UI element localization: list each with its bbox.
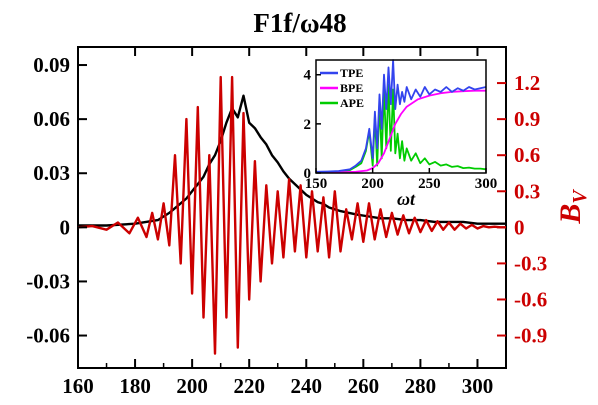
right-tick-label: 1.2 <box>514 71 540 95</box>
legend-label-bpe: BPE <box>340 81 363 95</box>
inset-x-tick-label: 300 <box>475 176 498 192</box>
x-tick-label: 260 <box>348 374 380 398</box>
right-tick-label: -0.9 <box>514 324 547 348</box>
main-series-group <box>77 75 506 355</box>
inset-series-line-bpe <box>315 89 486 174</box>
bottom-axis-ticks: 160 180 200 220 240 260 280 300 <box>62 47 493 398</box>
legend-label-tpe: TPE <box>340 66 363 80</box>
inset-x-ticks: 150 200 250 300 <box>305 168 498 192</box>
right-axis-label: BV <box>554 189 591 225</box>
right-tick-label: 0 <box>514 215 525 239</box>
main-plot: 0.09 0.06 0.03 0 -0.03 -0.06 1.2 0.9 0.6 0.3 0 -0.… <box>26 46 591 398</box>
x-tick-label: 160 <box>62 374 94 398</box>
inset-x-tick-label: 150 <box>305 176 328 192</box>
right-axis-label-main: B <box>554 204 587 225</box>
x-tick-label: 240 <box>291 374 323 398</box>
right-tick-label: 0.3 <box>514 179 540 203</box>
right-tick-label: 0.9 <box>514 107 540 131</box>
inset-x-label: ωt <box>397 189 416 209</box>
inset-x-tick-label: 200 <box>361 176 384 192</box>
chart-title: F1f/ω48 <box>253 8 346 38</box>
inset-y-tick-label: 2 <box>304 117 312 133</box>
inset-series-group <box>315 59 487 174</box>
left-tick-label: 0.06 <box>33 107 70 131</box>
svg-text:BV: BV <box>554 189 591 225</box>
left-tick-label: -0.06 <box>26 324 70 348</box>
x-tick-label: 300 <box>462 374 494 398</box>
x-tick-label: 280 <box>405 374 437 398</box>
x-tick-label: 220 <box>233 374 265 398</box>
x-tick-label: 200 <box>176 374 208 398</box>
x-tick-label: 180 <box>119 374 151 398</box>
inset-frame <box>315 59 487 174</box>
inset-series-line-tpe <box>315 59 487 173</box>
inset-y-tick-label: 0 <box>304 166 312 182</box>
right-axis-label-sub: V <box>569 189 591 204</box>
inset-x-tick-label: 250 <box>418 176 441 192</box>
right-tick-label: -0.6 <box>514 287 547 311</box>
left-tick-label: 0.03 <box>33 161 70 185</box>
left-tick-label: 0 <box>60 215 71 239</box>
legend-label-ape: APE <box>340 96 364 110</box>
right-tick-label: -0.3 <box>514 251 547 275</box>
inset-y-tick-label: 4 <box>304 68 312 84</box>
left-axis-ticks: 0.09 0.06 0.03 0 -0.03 -0.06 <box>26 53 87 348</box>
left-tick-label: -0.03 <box>26 269 70 293</box>
series-line-bv <box>77 75 506 355</box>
left-tick-label: 0.09 <box>33 53 70 77</box>
right-axis-ticks: 1.2 0.9 0.6 0.3 0 -0.3 -0.6 -0.9 <box>497 71 547 348</box>
inset-y-ticks: 0 2 4 <box>304 68 321 182</box>
right-tick-label: 0.6 <box>514 143 540 167</box>
plot-frame <box>77 46 507 369</box>
